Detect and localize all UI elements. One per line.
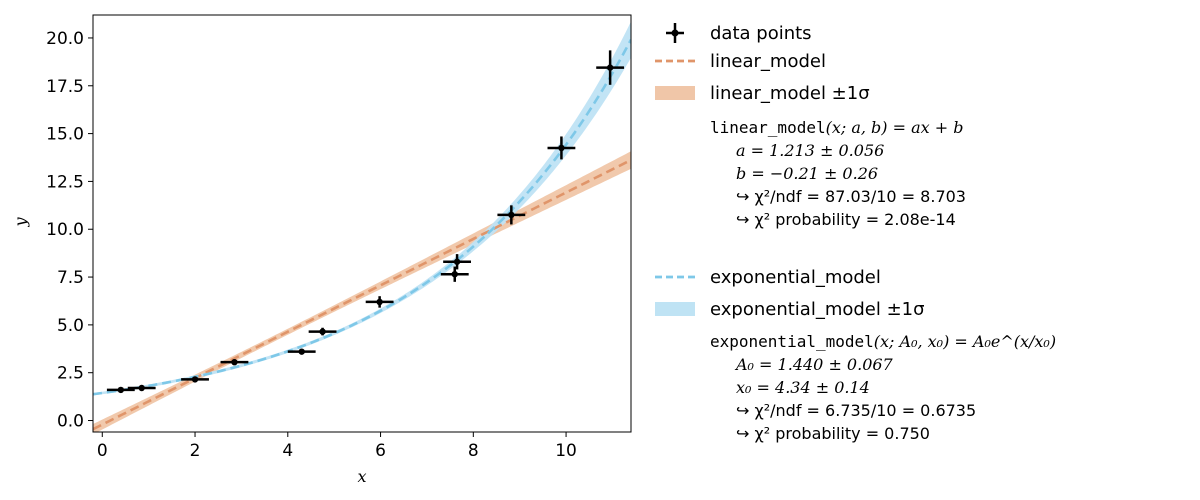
x-tick-label: 6 <box>375 441 386 461</box>
legend-entry-exponential-model: exponential_model <box>652 262 881 292</box>
point-marker <box>117 386 125 394</box>
band-linear_model <box>93 151 631 432</box>
point-marker <box>558 144 565 152</box>
legend-entry-linear-model: linear_model <box>652 46 826 76</box>
y-tick-label: 2.5 <box>57 364 84 384</box>
point-marker <box>508 211 515 219</box>
y-tick-label: 15.0 <box>46 125 84 145</box>
y-tick-label: 10.0 <box>46 220 84 240</box>
legend-label-linear-band: linear_model ±1σ <box>710 82 870 104</box>
exp-param-x0: x₀ = 4.34 ± 0.14 <box>736 378 870 397</box>
x-tick-label: 0 <box>97 441 108 461</box>
plot-frame <box>92 14 632 433</box>
exp-formula-args: (x; A₀, x₀) = A₀e^(x/x₀) <box>873 332 1057 351</box>
legend-label-data-points: data points <box>710 22 812 44</box>
data-point <box>181 376 209 383</box>
linear-formula-args: (x; a, b) = ax + b <box>825 118 964 137</box>
exp-formula-name: exponential_model <box>710 332 874 351</box>
point-marker <box>606 64 614 71</box>
data-point <box>127 384 156 392</box>
data-point <box>547 136 576 160</box>
data-point <box>443 254 471 270</box>
linear-formula-name: linear_model <box>710 118 826 137</box>
data-point <box>220 358 249 366</box>
line-exponential_model <box>93 39 631 396</box>
legend-entry-data-points: data points <box>652 18 812 48</box>
exponential-fit-results: exponential_model(x; A₀, x₀) = A₀e^(x/x₀… <box>710 330 1056 445</box>
exp-chi2-probability: ↪ χ² probability = 0.750 <box>736 424 930 443</box>
band-swatch-blue-icon <box>652 294 698 324</box>
fit-chart: 0 2 4 6 8 100.02.55.07.510.012.515.017.520.0 … <box>11 14 632 486</box>
data-point <box>106 386 135 394</box>
linear-param-a: a = 1.213 ± 0.056 <box>736 141 885 160</box>
point-marker <box>451 270 458 278</box>
x-axis-label: x <box>357 467 366 486</box>
linear-chi2-ndf: ↪ χ²/ndf = 87.03/10 = 8.703 <box>736 187 966 206</box>
point-marker <box>319 328 326 335</box>
point-marker <box>298 348 305 355</box>
data-point <box>497 205 526 225</box>
data-point <box>596 50 625 85</box>
y-tick-label: 7.5 <box>57 268 84 288</box>
point-marker <box>453 258 461 265</box>
dashed-line-orange-icon <box>652 46 698 76</box>
linear-chi2-probability: ↪ χ² probability = 2.08e-14 <box>736 210 956 229</box>
band-swatch-orange-icon <box>652 78 698 108</box>
legend-label-exponential-band: exponential_model ±1σ <box>710 298 925 320</box>
line-linear_model <box>93 158 631 431</box>
legend-label-linear-model: linear_model <box>710 50 826 72</box>
y-axis-label: y <box>11 217 30 228</box>
exp-chi2-ndf: ↪ χ²/ndf = 6.735/10 = 0.6735 <box>736 401 977 420</box>
exp-param-A0: A₀ = 1.440 ± 0.067 <box>736 355 893 374</box>
y-tick-label: 5.0 <box>57 316 84 336</box>
point-marker <box>191 376 199 383</box>
legend-entry-exponential-band: exponential_model ±1σ <box>652 294 925 324</box>
x-tick-label: 4 <box>282 441 293 461</box>
y-tick-label: 17.5 <box>46 77 84 97</box>
y-tick-label: 0.0 <box>57 412 84 432</box>
data-points-marker-icon <box>652 18 698 48</box>
x-tick-label: 2 <box>190 441 201 461</box>
point-marker <box>138 384 145 392</box>
point-marker <box>376 298 383 306</box>
data-point <box>308 327 337 336</box>
x-tick-label: 8 <box>468 441 479 461</box>
point-marker <box>231 358 238 366</box>
data-point <box>365 296 394 308</box>
legend-label-exponential-model: exponential_model <box>710 266 881 288</box>
linear-fit-results: linear_model(x; a, b) = ax + b a = 1.213… <box>710 116 966 231</box>
data-point <box>440 266 469 282</box>
x-tick-label: 10 <box>555 441 577 461</box>
data-point <box>287 348 316 355</box>
y-tick-label: 12.5 <box>46 172 84 192</box>
dashed-line-blue-icon <box>652 262 698 292</box>
linear-param-b: b = −0.21 ± 0.26 <box>736 164 879 183</box>
y-tick-label: 20.0 <box>46 29 84 49</box>
band-exponential_model <box>93 21 631 396</box>
legend-entry-linear-band: linear_model ±1σ <box>652 78 870 108</box>
